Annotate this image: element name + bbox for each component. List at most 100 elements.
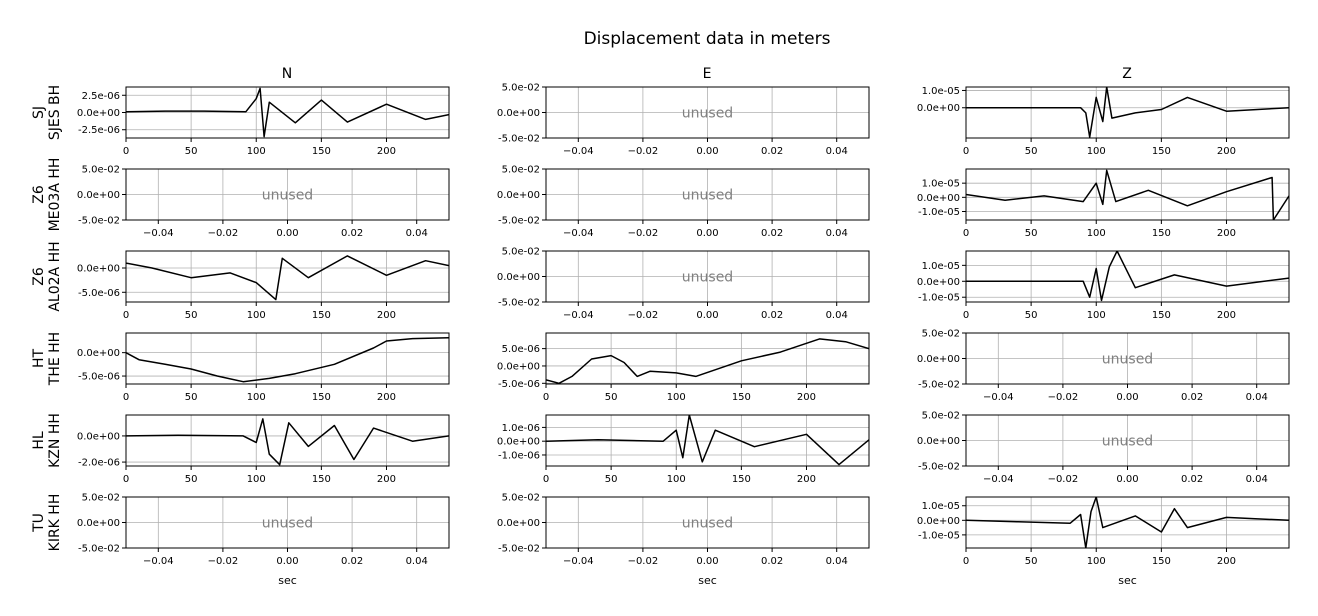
unused-label: unused	[1102, 352, 1153, 368]
x-tick-label: −0.04	[983, 392, 1014, 403]
y-tick-label: 5.0e-02	[502, 247, 540, 258]
x-tick-label: −0.04	[563, 146, 594, 157]
x-tick-label: 0.02	[341, 228, 363, 239]
x-tick-label: −0.04	[563, 310, 594, 321]
x-tick-label: 200	[377, 146, 396, 157]
x-tick-label: 200	[1217, 310, 1236, 321]
series-line	[126, 418, 449, 466]
row-label-line: THE HH	[47, 332, 63, 386]
x-tick-label: 0.02	[761, 146, 783, 157]
y-tick-label: 0.0e+00	[77, 190, 120, 201]
row-label-line: SJES BH	[47, 85, 63, 140]
panel-r0-c2: 0 50 100 150 200 1.0e-05 0.0e+00	[917, 86, 1290, 157]
x-tick-label: 0.02	[1181, 474, 1203, 485]
y-tick-label: 1.0e-05	[922, 86, 960, 97]
series-line	[126, 87, 449, 138]
panel-r2-c0: 0 50 100 150 200 0.0e+00 -5.0e-06	[77, 250, 450, 321]
x-tick-label: 200	[797, 474, 816, 485]
x-tick-label: 0	[123, 474, 129, 485]
panels: 0 50 100 150 200 2.5e-06 0.0e+00 -2.5e-06 unused…	[77, 83, 1290, 567]
axes-frame	[965, 250, 1290, 303]
y-tick-label: 0.0e+00	[77, 518, 120, 529]
row-label: HT THE HH	[31, 332, 63, 386]
x-tick-label: 0	[963, 310, 969, 321]
y-tick-label: -5.0e-06	[78, 288, 120, 299]
row-label: TU KIRK HH	[31, 494, 63, 552]
y-tick-label: -1.0e-06	[498, 450, 540, 461]
x-tick-label: −0.04	[563, 228, 594, 239]
x-tick-label: 0	[543, 392, 549, 403]
panel-r2-c2: 0 50 100 150 200 1.0e-05 0.0e+00 -1.0e-05	[917, 250, 1290, 321]
y-tick-label: -1.0e-05	[918, 207, 960, 218]
y-tick-label: 5.0e-02	[922, 329, 960, 340]
x-tick-label: 200	[1217, 228, 1236, 239]
x-tick-label: 0.00	[696, 228, 718, 239]
y-tick-label: -5.0e-06	[498, 379, 540, 390]
y-tick-label: 1.0e-06	[502, 423, 540, 434]
y-tick-label: 0.0e+00	[77, 431, 120, 442]
y-tick-label: -5.0e-02	[498, 216, 540, 227]
y-tick-label: -5.0e-06	[78, 372, 120, 383]
x-tick-label: −0.02	[208, 228, 239, 239]
x-tick-label: 100	[667, 392, 686, 403]
x-axis-label: sec	[698, 574, 717, 587]
axes-frame	[125, 250, 450, 303]
x-tick-label: −0.04	[563, 556, 594, 567]
y-tick-label: 0.0e+00	[917, 277, 960, 288]
x-tick-label: 200	[1217, 146, 1236, 157]
x-tick-label: −0.02	[628, 228, 659, 239]
series-line	[546, 338, 869, 384]
y-tick-label: -5.0e-02	[918, 380, 960, 391]
x-tick-label: 50	[185, 474, 198, 485]
x-tick-label: 50	[1025, 228, 1038, 239]
row-label-line: KIRK HH	[47, 494, 63, 552]
x-tick-label: −0.02	[628, 556, 659, 567]
unused-label: unused	[682, 188, 733, 204]
x-tick-label: 150	[732, 474, 751, 485]
panel-r4-c2: unused −0.04 −0.02 0.00 0.02 0.04 5.0e-02 0.0e+…	[917, 411, 1290, 485]
x-tick-label: 0.00	[1116, 474, 1138, 485]
unused-label: unused	[682, 106, 733, 122]
x-tick-label: 0.02	[1181, 392, 1203, 403]
y-tick-label: 0.0e+00	[917, 193, 960, 204]
y-tick-label: 5.0e-02	[922, 411, 960, 422]
unused-label: unused	[682, 516, 733, 532]
y-tick-label: -5.0e-02	[78, 216, 120, 227]
axes-frame	[545, 414, 870, 467]
y-tick-label: 0.0e+00	[917, 436, 960, 447]
row-label-line: SJ	[31, 106, 47, 119]
x-tick-label: 0.04	[406, 228, 428, 239]
x-tick-label: −0.02	[628, 146, 659, 157]
x-tick-label: 0.02	[761, 228, 783, 239]
row-label-line: TU	[31, 513, 47, 533]
x-tick-label: 0.00	[276, 228, 298, 239]
axes-frame	[125, 414, 450, 467]
x-tick-label: 100	[667, 474, 686, 485]
y-tick-label: 0.0e+00	[497, 361, 540, 372]
x-tick-label: 150	[312, 146, 331, 157]
panel-r4-c0: 0 50 100 150 200 0.0e+00 -2.0e-06	[77, 414, 450, 485]
axes-frame	[965, 496, 1290, 549]
panel-r3-c2: unused −0.04 −0.02 0.00 0.02 0.04 5.0e-02 0.0e+…	[917, 329, 1290, 403]
x-tick-label: 0.04	[826, 228, 848, 239]
y-tick-label: 0.0e+00	[497, 108, 540, 119]
x-tick-label: −0.04	[983, 474, 1014, 485]
row-label-line: Z6	[31, 267, 47, 286]
x-axis-label: sec	[1118, 574, 1137, 587]
y-tick-label: 0.0e+00	[497, 190, 540, 201]
x-tick-label: 0.00	[696, 556, 718, 567]
y-tick-label: 2.5e-06	[82, 91, 120, 102]
y-tick-label: 5.0e-02	[82, 493, 120, 504]
x-tick-label: 50	[605, 392, 618, 403]
x-tick-label: 0.00	[696, 310, 718, 321]
y-tick-label: 0.0e+00	[917, 516, 960, 527]
y-tick-label: 1.0e-05	[922, 501, 960, 512]
y-tick-label: 5.0e-02	[502, 165, 540, 176]
x-tick-label: −0.02	[1048, 474, 1079, 485]
y-tick-label: 1.0e-05	[922, 179, 960, 190]
row-label-line: AL02A HH	[47, 241, 63, 311]
y-tick-label: 0.0e+00	[77, 348, 120, 359]
x-tick-label: 0	[963, 228, 969, 239]
y-tick-label: 0.0e+00	[77, 108, 120, 119]
